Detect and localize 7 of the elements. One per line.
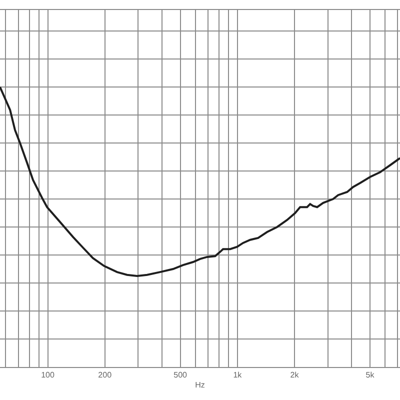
x-tick-label: 1k — [233, 370, 243, 380]
x-tick-label: 500 — [174, 370, 188, 380]
x-tick-label: 100 — [41, 370, 55, 380]
x-tick-label: 5k — [366, 370, 376, 380]
x-axis-title: Hz — [195, 380, 205, 390]
x-tick-label: 2k — [290, 370, 300, 380]
x-tick-label: 200 — [98, 370, 112, 380]
